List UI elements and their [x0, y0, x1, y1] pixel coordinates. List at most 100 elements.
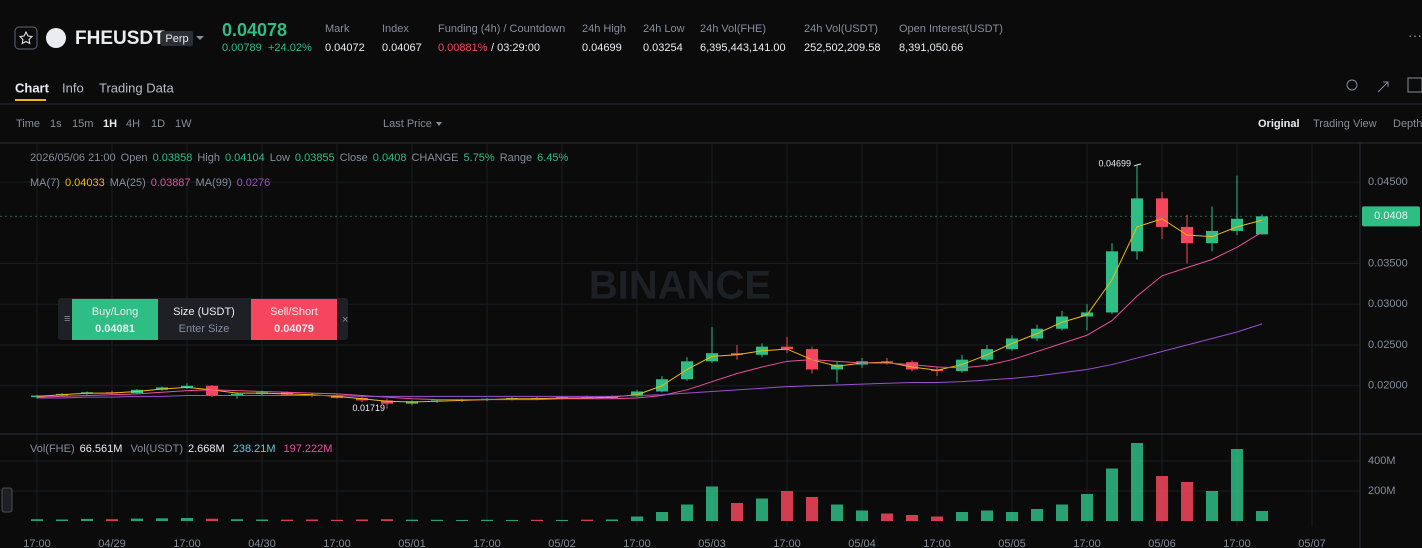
stat-value: 252,502,209.58 — [804, 42, 880, 54]
candle-body — [681, 361, 693, 380]
candle-body — [1131, 198, 1143, 252]
volume-bar — [431, 519, 443, 521]
volume-bar — [531, 519, 543, 521]
coin-icon — [46, 28, 66, 48]
view-option[interactable]: Depth — [1393, 118, 1422, 130]
price-tag: 0.0408 — [1374, 210, 1408, 222]
interval[interactable]: 15m — [72, 118, 93, 130]
more-button[interactable]: ⋯ — [1408, 28, 1422, 44]
volume-bar — [181, 518, 193, 521]
interval[interactable]: 1W — [175, 118, 192, 130]
x-tick-label: 17:00 — [23, 538, 51, 548]
stat-countdown: / 03:29:00 — [491, 42, 540, 54]
last-price: 0.04078 — [222, 20, 287, 40]
price-type[interactable]: Last Price — [383, 118, 432, 130]
dropdown-icon[interactable] — [196, 36, 204, 40]
fullscreen-icon[interactable] — [1377, 81, 1389, 93]
interval[interactable]: 1H — [103, 118, 117, 130]
price-type-arrow — [436, 122, 442, 126]
stat-value: 6,395,443,141.00 — [700, 42, 786, 54]
volume-bar — [331, 519, 343, 521]
ma-value: 0.04033 — [65, 177, 105, 189]
vol-value: 238.21M — [233, 443, 276, 455]
interval[interactable]: 4H — [126, 118, 140, 130]
y-tick-label: 0.03000 — [1368, 298, 1408, 310]
candle-body — [906, 362, 918, 370]
x-tick-label: 05/07 — [1298, 538, 1326, 548]
x-tick-label: 04/30 — [248, 538, 276, 548]
close-button[interactable]: × — [342, 314, 348, 326]
toolbar: Time 1s 15m 1H 4H 1D 1W Original Trading View Dep… — [16, 118, 1422, 130]
candle-body — [831, 364, 843, 370]
volume-bar — [131, 518, 143, 521]
candle-body — [1156, 198, 1168, 227]
favorite-button[interactable] — [14, 26, 38, 50]
x-tick-label: 17:00 — [773, 538, 801, 548]
x-tick-label: 05/01 — [398, 538, 426, 548]
volume-bar — [31, 519, 43, 521]
volume-bar — [1056, 504, 1068, 521]
candle-body — [706, 353, 718, 362]
stat-label: Funding (4h) / Countdown — [438, 23, 565, 35]
alert-icon[interactable] — [1346, 79, 1358, 91]
tab[interactable]: Trading Data — [99, 80, 174, 95]
volume-bar — [581, 519, 593, 521]
vol-value: 66.561M — [80, 443, 123, 455]
ma-line — [36, 218, 1263, 403]
symbol[interactable]: FHEUSDT — [75, 28, 165, 49]
candle-body — [781, 346, 793, 350]
size-input[interactable]: Enter Size — [179, 323, 230, 335]
interval[interactable]: Time — [16, 118, 40, 130]
x-tick-label: 05/06 — [1148, 538, 1176, 548]
volume-bar — [731, 503, 743, 521]
price-change-pct: +24.02% — [268, 42, 312, 54]
ohlc-legend: 2026/05/06 21:00 Open 0.03858 High 0.04104 Lo… — [30, 152, 569, 164]
stat-value: 0.04067 — [382, 42, 422, 54]
buy-button[interactable] — [72, 299, 158, 340]
interval[interactable]: 1D — [151, 118, 165, 130]
x-tick-label: 05/05 — [998, 538, 1026, 548]
stat-label: 24h Low — [643, 23, 685, 35]
volume-bar — [931, 516, 943, 521]
volume-bar — [856, 510, 868, 521]
ma-name: MA(99) — [196, 177, 232, 189]
tab[interactable]: Info — [62, 80, 84, 95]
volume-bar — [381, 519, 393, 521]
legend-value: 5.75% — [464, 152, 495, 164]
volume-bar — [406, 519, 418, 521]
stat-value: 0.00881% — [438, 42, 488, 54]
volume-bar — [756, 498, 768, 521]
tab[interactable]: Chart — [15, 80, 50, 95]
interval[interactable]: 1s — [50, 118, 62, 130]
x-tick-label: 05/04 — [848, 538, 876, 548]
view-option[interactable]: Original — [1258, 118, 1300, 130]
volume-bar — [631, 516, 643, 521]
layout-icon[interactable] — [1407, 77, 1422, 93]
volume-bar — [281, 519, 293, 521]
high-label: 0.04699 — [1098, 158, 1131, 168]
sell-button[interactable] — [251, 299, 337, 340]
legend-value: 6.45% — [537, 152, 568, 164]
stat-value: 0.04072 — [325, 42, 365, 54]
stat-label: Open Interest(USDT) — [899, 23, 1003, 35]
sell-price: 0.04079 — [274, 323, 314, 335]
volume-bar — [1256, 511, 1268, 521]
legend-value: 0.03858 — [153, 152, 193, 164]
x-tick-label: 05/03 — [698, 538, 726, 548]
volume-bar — [981, 510, 993, 521]
y-tick-label: 0.02500 — [1368, 339, 1408, 351]
volume-bar — [231, 519, 243, 521]
volume-bar — [1206, 491, 1218, 521]
legend-date: 2026/05/06 21:00 — [30, 152, 116, 164]
x-tick-label: 05/02 — [548, 538, 576, 548]
candle-body — [1231, 218, 1243, 231]
legend-value: 0.0408 — [373, 152, 407, 164]
volume-bar — [106, 519, 118, 521]
candle-body — [631, 391, 643, 397]
view-option[interactable]: Trading View — [1313, 118, 1377, 130]
vol-name: Vol(FHE) — [30, 443, 75, 455]
volume-legend: Vol(FHE) 66.561M Vol(USDT) 2.668M 238.21M 197… — [30, 443, 332, 455]
x-tick-label: 17:00 — [923, 538, 951, 548]
collapse-button[interactable] — [1, 487, 13, 513]
stat-value: 8,391,050.66 — [899, 42, 963, 54]
